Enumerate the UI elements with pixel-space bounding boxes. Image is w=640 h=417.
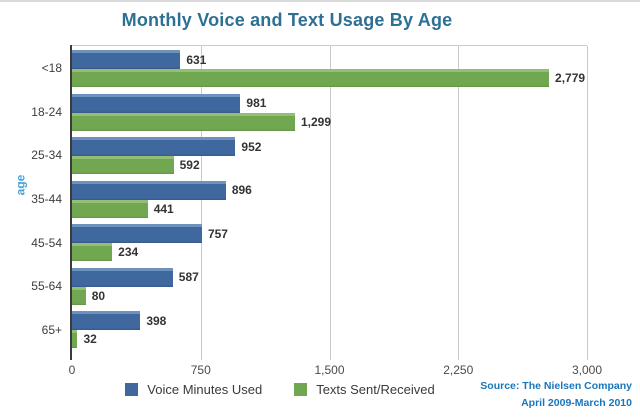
- bar-value-label: 80: [91, 288, 106, 303]
- bar-line-voice: 631: [72, 50, 587, 69]
- text-bar: [72, 199, 148, 218]
- voice-bar: [72, 50, 181, 69]
- bar-line-voice: 952: [72, 137, 587, 157]
- bar-value-label: 398: [146, 313, 167, 328]
- bar-group-1824: 18-24 981 1,299: [31, 93, 587, 138]
- text-bar: [72, 286, 86, 305]
- source-line-2: April 2009-March 2010: [521, 396, 632, 409]
- bar-line-voice: 981: [72, 93, 587, 113]
- x-tick-label: 0: [68, 363, 76, 377]
- text-bar: [72, 243, 113, 262]
- text-legend-swatch: [294, 383, 308, 396]
- bar-line-voice: 398: [72, 311, 587, 331]
- bar-group-2534: 25-34 952 592: [31, 137, 587, 181]
- bar-value-label: 587: [178, 270, 199, 285]
- bar-line-text: 1,299: [72, 112, 587, 131]
- bar-group-5564: 55-64 587 80: [31, 267, 587, 312]
- category-label: 18-24: [31, 104, 62, 119]
- bar-line-text: 234: [72, 243, 587, 262]
- legend-item-voice: Voice Minutes Used: [125, 382, 262, 397]
- legend: Voice Minutes Used Texts Sent/Received: [0, 382, 560, 397]
- bar-line-voice: 757: [72, 224, 587, 244]
- gridline-750: [200, 46, 202, 360]
- legend-label: Texts Sent/Received: [316, 382, 435, 397]
- x-tick-label: 1,500: [314, 363, 345, 377]
- voice-bar: [72, 93, 241, 113]
- category-label: 25-34: [31, 148, 62, 163]
- bar-value-label: 952: [241, 139, 262, 154]
- x-tick-label: 2,250: [443, 363, 474, 377]
- bar-line-voice: 896: [72, 180, 587, 200]
- bar-value-label: 757: [207, 226, 228, 241]
- bar-line-text: 80: [72, 286, 587, 305]
- bar-value-label: 981: [246, 96, 267, 111]
- x-tick-label: 3,000: [571, 363, 603, 377]
- voice-bar: [72, 180, 226, 200]
- bar-value-label: 1,299: [300, 114, 332, 129]
- bar-group-65: 65+ 398 32: [42, 311, 587, 355]
- y-axis-label: age: [13, 174, 28, 196]
- voice-bar: [72, 224, 202, 244]
- gridline-1500: [329, 46, 331, 360]
- bar-rows: <18 631 2,779 18-24 981 1,299 25-34 952 592 35-44…: [31, 46, 587, 355]
- x-tick-label: 750: [190, 363, 211, 377]
- category-label: 55-64: [31, 279, 62, 294]
- category-label: 35-44: [31, 192, 62, 207]
- bar-line-text: 32: [72, 330, 587, 349]
- bar-value-label: 896: [231, 183, 252, 198]
- bar-value-label: 2,779: [555, 71, 586, 85]
- bar-value-label: 631: [186, 52, 207, 67]
- voice-legend-swatch: [125, 383, 139, 396]
- text-bar: [72, 69, 550, 87]
- voice-bar: [72, 267, 173, 287]
- bar-value-label: 234: [118, 245, 139, 260]
- y-axis-line: [70, 45, 72, 360]
- category-label: <18: [41, 61, 62, 76]
- legend-item-text: Texts Sent/Received: [294, 382, 435, 397]
- source-note: Source: The Nielsen Company April 2009-M…: [480, 378, 632, 412]
- bar-value-label: 32: [83, 332, 97, 347]
- voice-bar: [72, 311, 141, 331]
- source-line-1: Source: The Nielsen Company: [480, 380, 632, 392]
- plot-area: age <18 631 2,779 18-24 981 1,299 25-34 952 592 3…: [13, 45, 602, 377]
- bar-group-18: <18 631 2,779: [42, 50, 587, 94]
- bar-value-label: 441: [153, 201, 174, 216]
- category-label: 45-54: [31, 235, 62, 250]
- gridline-2250: [458, 46, 460, 360]
- chart-title: Monthly Voice and Text Usage By Age: [121, 10, 453, 30]
- bar-line-voice: 587: [72, 267, 587, 287]
- legend-label: Voice Minutes Used: [147, 382, 263, 397]
- gridline-3000: [587, 46, 588, 360]
- bar-line-text: 592: [72, 156, 587, 175]
- bar-line-text: 441: [72, 199, 587, 218]
- bar-value-label: 592: [179, 158, 200, 173]
- text-bar: [72, 156, 174, 175]
- bar-group-3544: 35-44 896 441: [31, 180, 587, 225]
- bar-group-4554: 45-54 757 234: [31, 224, 587, 268]
- bar-line-text: 2,779: [72, 69, 587, 87]
- text-bar: [72, 112, 295, 131]
- text-bar: [72, 330, 78, 349]
- category-label: 65+: [41, 322, 62, 337]
- voice-bar: [72, 137, 236, 157]
